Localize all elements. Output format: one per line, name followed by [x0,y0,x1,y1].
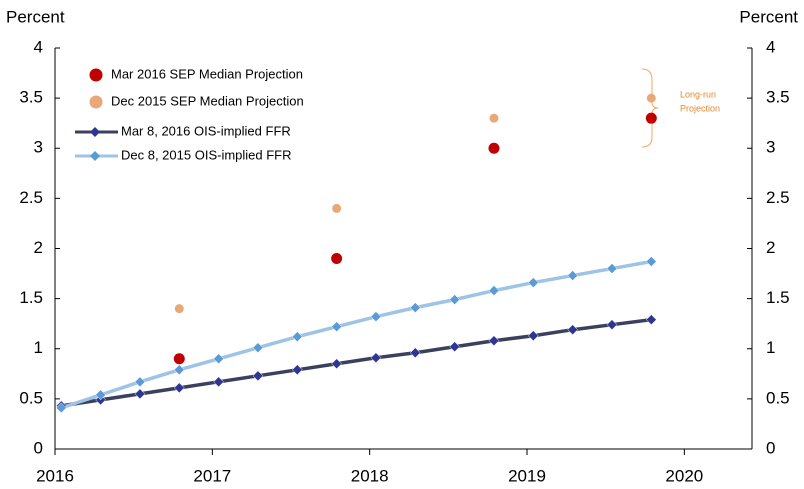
y-tick-label: 3.5 [19,88,43,107]
scatter-point [173,353,185,365]
line-marker [409,347,421,359]
line-marker [252,342,264,354]
line-marker [213,353,224,365]
line-marker [567,324,578,336]
y-tick-label: 2.5 [19,188,43,207]
y-tick-label: 2 [34,238,43,257]
legend-item: Dec 8, 2015 OIS-implied FFR [75,147,292,162]
y2-tick-label: 3.5 [766,88,790,107]
line-marker [527,330,539,342]
x-tick-label: 2020 [665,466,703,485]
scatter-point [332,203,342,213]
x-tick-label: 2017 [193,466,231,485]
y-tick-label: 0 [34,438,43,457]
legend-label: Mar 8, 2016 OIS-implied FFR [121,123,291,138]
y2-tick-label: 0.5 [766,388,790,407]
line-marker [409,302,421,314]
y2-tick-label: 3 [766,138,775,157]
legend-label: Dec 8, 2015 OIS-implied FFR [121,147,292,162]
line-marker [488,335,500,347]
line-marker [488,285,500,296]
series-line [61,317,652,408]
line-marker [173,364,185,376]
scatter-point [331,253,343,265]
y2-tick-label: 2.5 [766,188,790,207]
x-tick-label: 2019 [508,466,546,485]
legend-marker [90,127,100,137]
line-marker [291,331,303,343]
line-marker [370,311,382,323]
legend-marker [89,95,103,109]
scatter-point [489,113,499,123]
legend-label: Mar 2016 SEP Median Projection [111,66,303,81]
legend-item: Dec 2015 SEP Median Projection [89,93,304,109]
scatter-point [645,112,657,124]
y-tick-label: 4 [34,37,43,56]
x-tick-label: 2016 [36,466,74,485]
annotation-bracket [641,68,659,148]
line-marker [252,370,264,382]
line-marker [95,389,106,401]
line-marker [606,263,618,274]
legend-item: Mar 8, 2016 OIS-implied FFR [75,123,291,138]
annotation: Projection [680,103,720,113]
y-tick-label: 3 [34,138,43,157]
line-marker [134,376,146,388]
scatter-point [488,142,500,154]
line-marker [173,382,185,394]
scatter-point [174,304,184,314]
line-marker [134,388,146,400]
line-marker [567,270,578,281]
y2-axis-label: Percent [739,7,798,26]
legend-marker [89,68,103,82]
legend-marker [90,151,100,161]
legend-item: Mar 2016 SEP Median Projection [89,66,303,82]
line-marker [370,352,382,364]
line-marker [55,402,67,414]
line-marker [645,256,657,267]
line-marker [527,277,539,288]
y2-tick-label: 4 [766,37,775,56]
x-tick-label: 2018 [351,466,389,485]
y2-tick-label: 2 [766,238,775,257]
line-marker [291,364,303,376]
annotation: Long-run [680,89,716,99]
series-line [60,259,652,410]
line-marker [331,358,342,370]
legend-label: Dec 2015 SEP Median Projection [111,93,304,108]
y-tick-label: 0.5 [19,388,43,407]
y2-tick-label: 1.5 [766,288,790,307]
line-marker [449,341,460,353]
line-marker [449,294,460,305]
line-marker [331,321,342,333]
y2-tick-label: 0 [766,438,775,457]
y-axis-label: Percent [6,7,65,26]
line-marker [606,319,618,331]
y2-tick-label: 1 [766,338,775,357]
y-tick-label: 1 [34,338,43,357]
line-marker [645,314,657,326]
line-marker [213,376,224,388]
y-tick-label: 1.5 [19,288,43,307]
scatter-point [646,93,656,103]
